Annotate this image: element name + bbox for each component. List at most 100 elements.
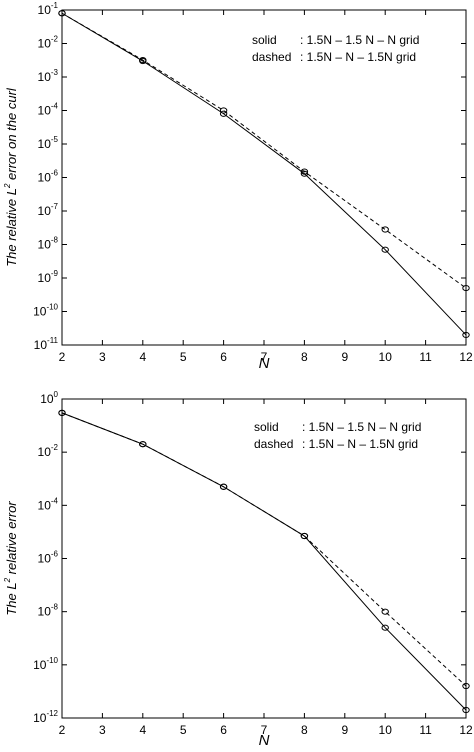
- y-tick-base: 10: [38, 445, 52, 459]
- y-tick-base: 10: [33, 711, 47, 725]
- dashed-series-point: [300, 532, 309, 540]
- y-tick-label: 10-5: [38, 135, 59, 151]
- y-tick-label: 10-10: [33, 656, 58, 672]
- dashed-series-point: [219, 107, 228, 114]
- y-axis-label-post: error on the curl: [4, 87, 19, 183]
- x-tick-label: 2: [59, 350, 66, 364]
- x-tick-label: 7: [261, 350, 268, 364]
- dashed-series-point: [58, 409, 66, 416]
- solid-series-point: [381, 624, 389, 631]
- y-axis-label: The L2 relative error: [3, 501, 19, 616]
- relative-error-chart: 2 3 4 5 6 7 8 9 10 11 1210-1210-1010-810-610-410-2…: [3, 390, 473, 749]
- y-tick-base: 10: [38, 204, 52, 218]
- y-tick-exponent: -9: [51, 269, 59, 278]
- dashed-series-point: [381, 608, 389, 615]
- legend-key-solid: solid: [254, 420, 279, 434]
- y-tick-base: 10: [38, 271, 52, 285]
- x-tick-label: 10: [379, 350, 393, 364]
- y-axis-label-pre: The L: [4, 582, 19, 615]
- x-tick-label: 6: [220, 723, 227, 737]
- legend-key-dashed: dashed: [254, 437, 293, 451]
- y-tick-base: 10: [38, 498, 52, 512]
- solid-series-point: [381, 246, 389, 253]
- x-tick-label: 9: [341, 350, 348, 364]
- y-tick-label: 10-2: [38, 35, 59, 51]
- y-tick-base: 10: [38, 137, 52, 151]
- y-tick-label: 10-6: [38, 169, 59, 185]
- legend-text-dashed: : 1.5N – N – 1.5N grid: [300, 50, 416, 64]
- y-tick-exponent: -2: [51, 443, 59, 452]
- y-tick-exponent: -4: [51, 102, 59, 111]
- dashed-series-point: [462, 284, 470, 292]
- y-tick-exponent: -3: [51, 68, 59, 77]
- x-axis-label: N: [259, 355, 270, 372]
- x-tick-label: 5: [180, 350, 187, 364]
- x-tick-label: 8: [301, 350, 308, 364]
- y-tick-base: 10: [38, 37, 52, 51]
- y-tick-exponent: -6: [51, 169, 59, 178]
- y-tick-base: 10: [38, 3, 52, 17]
- y-tick-label: 10-12: [33, 709, 58, 725]
- x-tick-label: 12: [459, 723, 473, 737]
- y-axis-label-sup: 2: [3, 577, 12, 583]
- y-tick-label: 10-4: [38, 102, 59, 118]
- y-tick-exponent: -7: [51, 202, 59, 211]
- x-tick-label: 6: [220, 350, 227, 364]
- y-tick-base: 10: [34, 338, 48, 352]
- x-tick-label: 3: [99, 723, 106, 737]
- legend-text-solid: : 1.5N – 1.5 N – N grid: [300, 33, 419, 47]
- y-tick-label: 10-6: [38, 550, 59, 566]
- dashed-series-point: [58, 10, 66, 17]
- y-tick-base: 10: [40, 392, 54, 406]
- x-tick-label: 2: [59, 723, 66, 737]
- y-tick-label: 10-3: [38, 68, 59, 84]
- y-tick-exponent: -8: [51, 603, 59, 612]
- y-tick-base: 10: [38, 171, 52, 185]
- solid-series-point: [462, 706, 470, 714]
- y-axis-label: The relative L2 error on the curl: [3, 87, 19, 267]
- y-tick-label: 10-7: [38, 202, 59, 218]
- x-tick-label: 4: [139, 350, 146, 364]
- legend-key-solid: solid: [252, 33, 277, 47]
- x-axis-label: N: [259, 732, 270, 749]
- x-tick-label: 11: [419, 723, 432, 737]
- legend-text-solid: : 1.5N – 1.5 N – N grid: [302, 420, 421, 434]
- dashed-series-line: [61, 412, 467, 687]
- legend-text-dashed: : 1.5N – N – 1.5N grid: [302, 437, 418, 451]
- y-tick-exponent: -1: [51, 1, 59, 10]
- y-tick-base: 10: [38, 605, 52, 619]
- y-tick-base: 10: [33, 305, 47, 319]
- y-tick-label: 10-4: [38, 496, 59, 512]
- y-axis-label-pre: The relative L: [4, 188, 19, 267]
- x-tick-label: 8: [301, 723, 308, 737]
- y-tick-exponent: -5: [51, 135, 59, 144]
- dashed-series-point: [139, 56, 147, 64]
- x-tick-label: 3: [99, 350, 106, 364]
- y-tick-exponent: -2: [51, 35, 59, 44]
- y-tick-base: 10: [38, 104, 52, 118]
- y-tick-label: 10-8: [38, 603, 59, 619]
- y-tick-exponent: 0: [54, 390, 59, 399]
- dashed-series-point: [219, 483, 228, 490]
- curl-error-chart: 2 3 4 5 6 7 8 9 10 11 1210-1110-1010-910-810-710-6…: [3, 1, 473, 372]
- y-tick-exponent: -11: [47, 336, 59, 345]
- legend-key-dashed: dashed: [252, 50, 291, 64]
- y-tick-label: 10-9: [38, 269, 59, 285]
- solid-series-point: [219, 110, 228, 117]
- x-tick-label: 12: [459, 350, 473, 364]
- x-tick-label: 7: [261, 723, 268, 737]
- y-tick-base: 10: [38, 238, 52, 252]
- solid-series-line: [61, 12, 467, 336]
- y-tick-label: 10-11: [34, 336, 59, 352]
- y-axis-label-sup: 2: [3, 183, 12, 189]
- dashed-series-point: [381, 226, 389, 233]
- y-tick-base: 10: [38, 552, 52, 566]
- y-tick-exponent: -8: [51, 236, 59, 245]
- x-tick-label: 10: [379, 723, 393, 737]
- dashed-series-line: [61, 12, 467, 289]
- dashed-series-point: [300, 168, 309, 175]
- y-tick-base: 10: [33, 658, 47, 672]
- dashed-series-point: [462, 682, 470, 690]
- solid-series-line: [61, 412, 467, 711]
